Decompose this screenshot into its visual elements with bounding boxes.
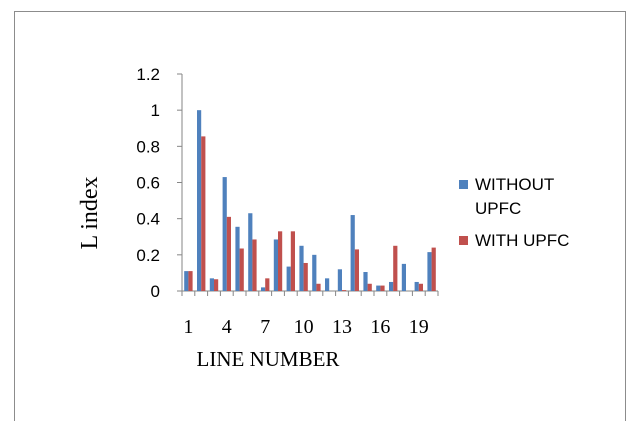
- x-tick-label: 7: [260, 316, 270, 338]
- bar-with-upfc: [278, 231, 283, 291]
- x-axis-title: LINE NUMBER: [197, 347, 340, 371]
- bar-without-upfc: [248, 213, 253, 291]
- x-tick-label: 13: [332, 316, 352, 338]
- x-tick-label: 16: [370, 316, 390, 338]
- bar-without-upfc: [337, 269, 342, 291]
- bar-without-upfc: [286, 266, 291, 291]
- bar-with-upfc: [354, 249, 359, 291]
- bar-with-upfc: [252, 239, 257, 291]
- bars: [184, 110, 436, 292]
- bar-with-upfc: [342, 290, 347, 291]
- bar-without-upfc: [273, 239, 278, 291]
- bar-without-upfc: [401, 263, 406, 292]
- bar-with-upfc: [303, 262, 308, 291]
- bar-with-upfc: [290, 231, 295, 291]
- legend: WITHOUT UPFC WITH UPFC: [459, 175, 569, 250]
- y-axis-ticks: 0 0.2 0.4 0.6 0.8 1 1.2: [136, 65, 182, 301]
- legend-swatch: [459, 180, 468, 189]
- x-axis-ticks: 1 4 7 10 13 16 19: [181, 291, 439, 338]
- bar-with-upfc: [367, 283, 372, 291]
- y-tick-label: 0.2: [136, 246, 160, 265]
- bar-without-upfc: [235, 226, 240, 291]
- bar-without-upfc: [209, 278, 214, 291]
- bar-with-upfc: [214, 279, 219, 291]
- bar-with-upfc: [393, 245, 398, 291]
- legend-swatch: [459, 236, 468, 245]
- bar-with-upfc: [226, 216, 231, 291]
- bar-without-upfc: [312, 254, 317, 291]
- bar-without-upfc: [325, 278, 330, 291]
- y-tick-label: 0.4: [136, 210, 160, 229]
- bar-with-upfc: [201, 136, 206, 291]
- bar-without-upfc: [376, 285, 381, 291]
- x-tick-label: 1: [183, 316, 193, 338]
- bar-without-upfc: [350, 215, 355, 291]
- bar-without-upfc: [363, 272, 368, 291]
- bar-with-upfc: [188, 271, 193, 291]
- legend-label: WITH UPFC: [475, 231, 569, 250]
- chart-frame: [14, 11, 626, 421]
- bar-with-upfc: [431, 247, 436, 291]
- bar-without-upfc: [414, 281, 419, 291]
- bar-without-upfc: [389, 281, 394, 291]
- x-tick-label: 4: [222, 316, 232, 338]
- bar-without-upfc: [299, 245, 304, 291]
- x-tick-label: 10: [294, 316, 314, 338]
- legend-label: WITHOUT: [475, 175, 554, 194]
- y-tick-label: 0.8: [136, 137, 160, 156]
- y-tick-label: 1: [151, 101, 160, 120]
- legend-label: UPFC: [475, 199, 521, 218]
- x-tick-label: 19: [409, 316, 429, 338]
- y-tick-label: 1.2: [136, 65, 160, 84]
- bar-with-upfc: [265, 278, 270, 291]
- bar-with-upfc: [380, 285, 385, 291]
- y-tick-label: 0.6: [136, 174, 160, 193]
- bar-with-upfc: [239, 248, 244, 291]
- bar-without-upfc: [427, 252, 432, 291]
- bar-with-upfc: [418, 283, 423, 291]
- bar-without-upfc: [197, 110, 202, 291]
- y-axis-title: L index: [77, 176, 103, 249]
- y-tick-label: 0: [151, 282, 160, 301]
- bar-with-upfc: [316, 283, 321, 291]
- bar-without-upfc: [261, 287, 266, 291]
- bar-without-upfc: [184, 271, 189, 291]
- bar-without-upfc: [222, 177, 227, 291]
